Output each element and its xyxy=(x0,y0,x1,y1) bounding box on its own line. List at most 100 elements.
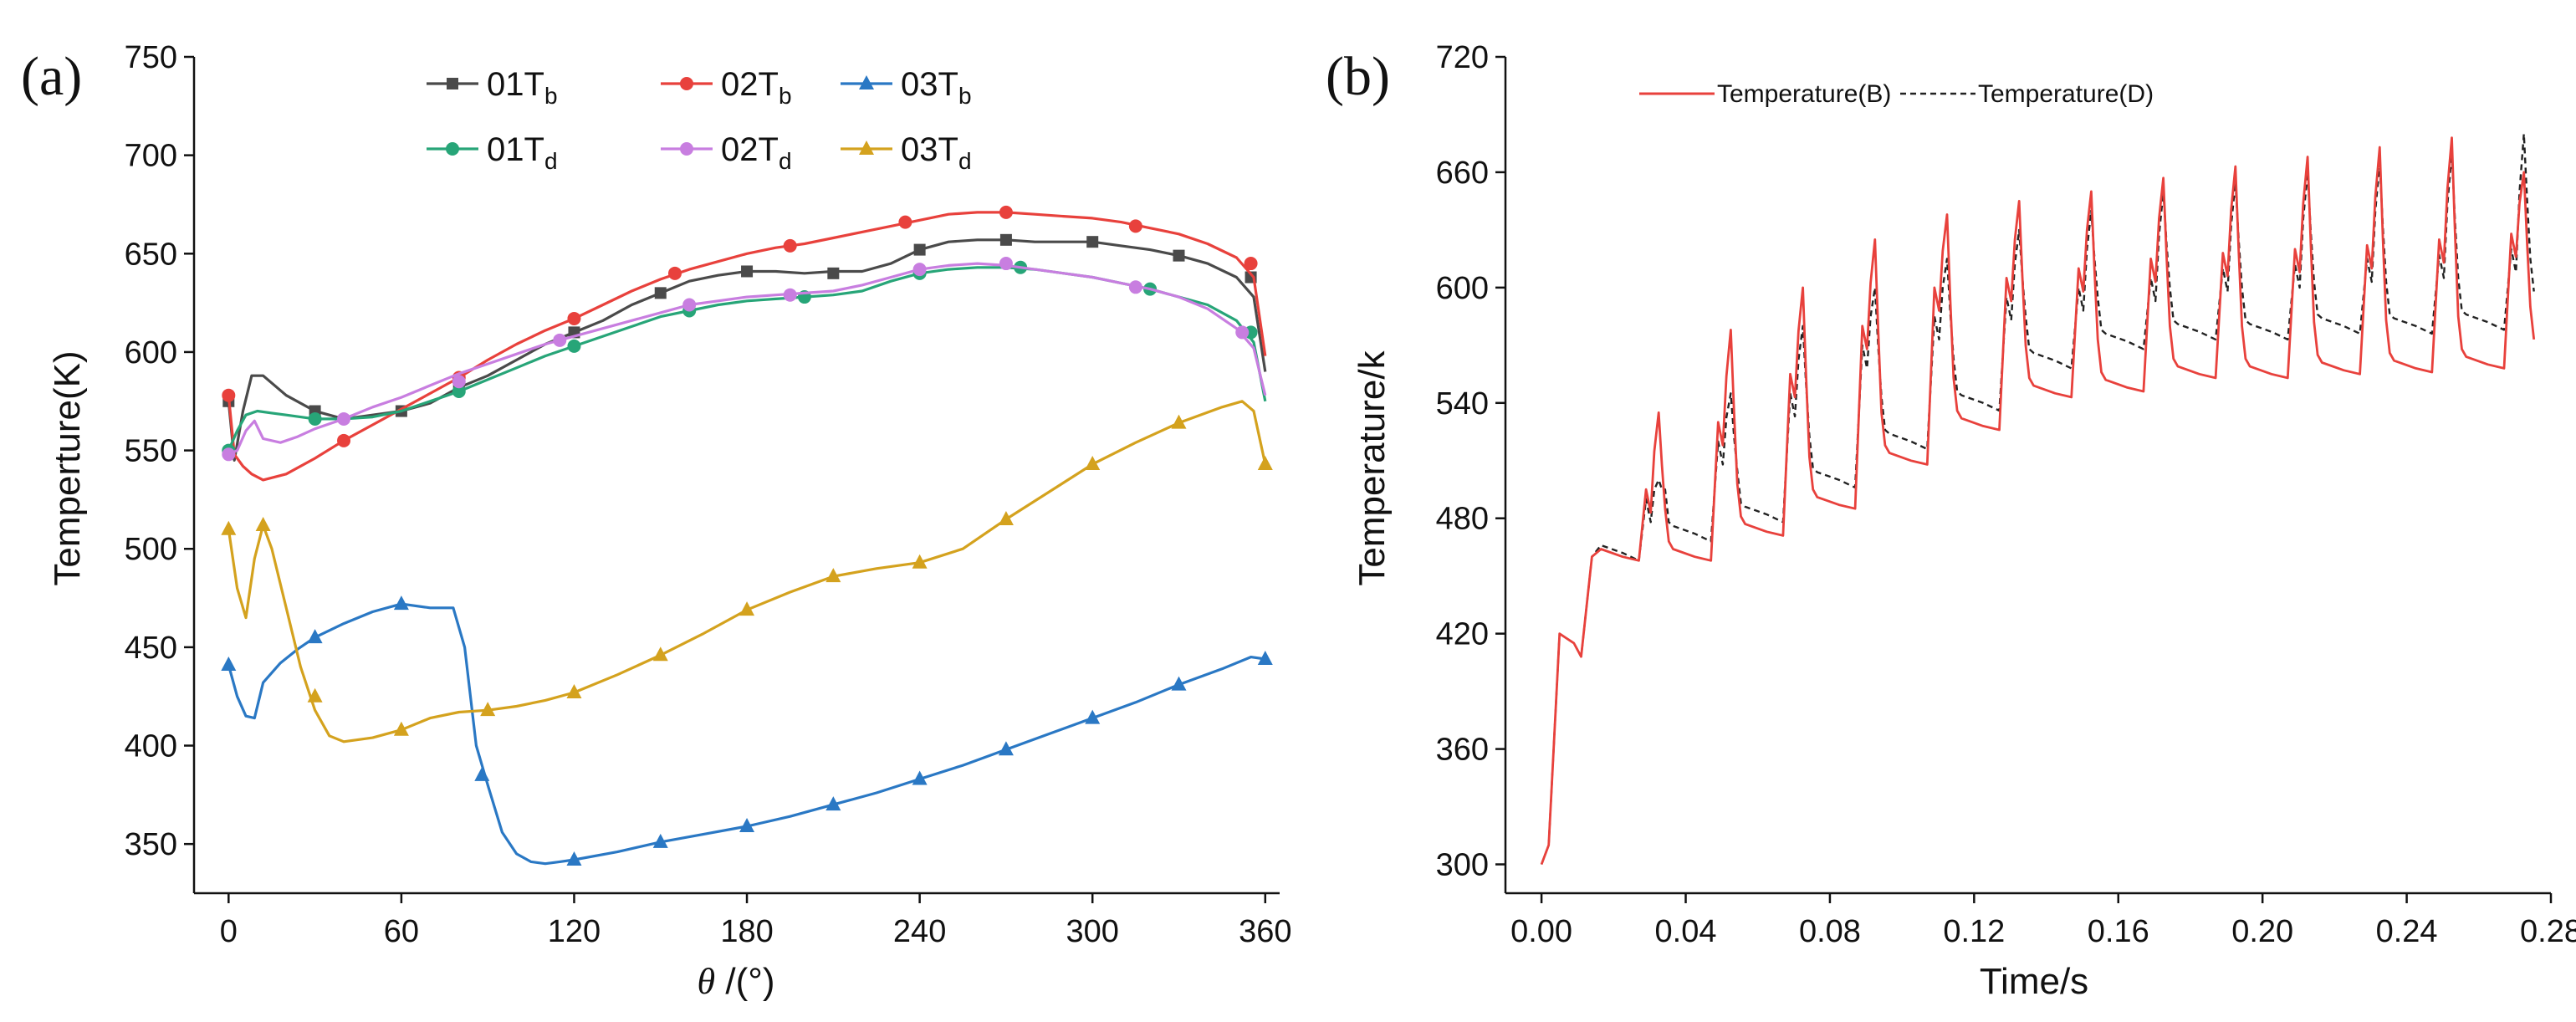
data-point-02Td xyxy=(337,411,351,426)
panel-a-axes xyxy=(192,57,1280,895)
legend-label-subscript: b xyxy=(544,83,558,109)
panel-b-x-tick-label: 0.28 xyxy=(2520,914,2576,949)
panel-b-y-tick-label: 600 xyxy=(1436,271,1489,306)
series-line-03Tb xyxy=(227,602,1266,866)
legend-label: Temperature(D) xyxy=(1978,80,2154,108)
legend-label: 02Tb xyxy=(721,66,792,109)
panel-a-y-tick-label: 400 xyxy=(125,729,177,764)
panel-a-y-tick-label: 700 xyxy=(125,139,177,174)
legend-label-subscript: d xyxy=(779,148,792,174)
data-point-03Tb xyxy=(652,833,668,848)
legend-label: Temperature(B) xyxy=(1717,80,1891,108)
data-point-03Tb xyxy=(739,818,755,832)
panel-a-y-tick-label: 650 xyxy=(125,237,177,272)
legend-marker xyxy=(859,141,874,155)
data-point-03Tb xyxy=(912,770,928,785)
panel-b-y-axis-title: Temperature/k xyxy=(1352,350,1393,585)
legend-entry-Temperature(D): Temperature(D) xyxy=(1900,80,2154,108)
panel-a-x-tick-label: 180 xyxy=(720,914,773,949)
panel-a-x-tick-label: 60 xyxy=(384,914,419,949)
legend-entry-Temperature(B): Temperature(B) xyxy=(1639,80,1891,108)
data-point-02Tb xyxy=(999,205,1013,219)
data-point-03Td xyxy=(221,520,237,535)
legend-label-subscript: b xyxy=(779,83,792,109)
data-point-03Tb xyxy=(1085,709,1101,724)
data-point-01Td xyxy=(452,385,466,398)
legend-label-subscript: b xyxy=(958,83,972,109)
data-point-03Td xyxy=(1171,414,1187,429)
data-point-01Tb xyxy=(999,233,1012,246)
data-point-03Td xyxy=(739,601,755,616)
data-point-03Tb xyxy=(1257,651,1273,665)
panel-a-series xyxy=(221,205,1273,866)
data-point-03Td xyxy=(825,568,841,583)
legend-marker xyxy=(859,75,874,89)
series-03Tb xyxy=(221,595,1273,866)
data-point-03Td xyxy=(393,721,409,736)
panel-b-chart: (b) 300 360 420 480 540 600 660 720 0.00 0.04 0.08… xyxy=(1326,40,2576,1002)
data-point-02Td xyxy=(999,257,1013,271)
data-point-01Tb xyxy=(741,265,754,278)
data-point-02Td xyxy=(553,333,567,347)
series-02Tb xyxy=(222,205,1267,482)
data-point-02Td xyxy=(1128,280,1142,294)
panel-a-chart: (a) 350 400 450 500 550 600 650 700 750 0 60 120 180… xyxy=(21,40,1291,1002)
legend-label-main: 02T xyxy=(721,131,779,168)
panel-a-x-tick-label: 240 xyxy=(893,914,946,949)
data-point-02Tb xyxy=(337,433,351,447)
data-point-03Td xyxy=(566,684,582,698)
data-point-01Tb xyxy=(913,243,926,256)
panel-a-x-axis-unit: /(°) xyxy=(715,961,774,1002)
legend-label-main: 01T xyxy=(487,66,544,103)
legend-marker xyxy=(446,142,459,156)
series-line-Temperature(D) xyxy=(1540,132,2535,865)
legend-entry-02Tb: 02Tb xyxy=(661,66,792,109)
legend-label: 03Tb xyxy=(901,66,972,109)
panel-b-letter: (b) xyxy=(1326,46,1390,107)
data-point-03Tb xyxy=(998,741,1014,756)
legend-label-main: 03T xyxy=(901,66,958,103)
data-point-03Td xyxy=(998,510,1014,525)
legend-entry-01Tb: 01Tb xyxy=(427,66,558,109)
panel-a-x-tick-label: 300 xyxy=(1066,914,1119,949)
data-point-03Tb xyxy=(566,851,582,866)
data-point-03Td xyxy=(480,702,496,717)
panel-b-legend: Temperature(B) Temperature(D) xyxy=(1639,80,2154,108)
data-point-02Tb xyxy=(1244,257,1258,271)
panel-b-y-tick-label: 360 xyxy=(1436,733,1489,768)
series-line-02Td xyxy=(227,262,1267,456)
panel-a-y-tick-label: 750 xyxy=(125,40,177,75)
series-line-01Tb xyxy=(227,238,1267,462)
legend-label-subscript: d xyxy=(958,148,972,174)
data-point-03Tb xyxy=(825,796,841,811)
series-line-03Td xyxy=(227,400,1267,744)
panel-a-x-tick-label: 360 xyxy=(1239,914,1291,949)
panel-a-y-tick-label: 350 xyxy=(125,827,177,862)
data-point-01Tb xyxy=(1086,236,1099,248)
legend-label-subscript: d xyxy=(544,148,558,174)
series-01Tb xyxy=(222,233,1267,462)
panel-b-y-tick-label: 720 xyxy=(1436,40,1489,75)
panel-a-x-tick-label: 120 xyxy=(548,914,601,949)
panel-b-x-tick-label: 0.12 xyxy=(1943,914,2005,949)
legend-label-main: 01T xyxy=(487,131,544,168)
data-point-02Td xyxy=(1235,325,1250,340)
legend-marker xyxy=(680,77,693,90)
legend-label: 02Td xyxy=(721,131,792,174)
data-point-03Td xyxy=(652,646,668,662)
data-point-03Tb xyxy=(221,657,237,672)
panel-a-x-axis-title: θ /(°) xyxy=(698,961,775,1002)
panel-a-letter: (a) xyxy=(21,46,82,107)
data-point-03Tb xyxy=(1171,676,1187,691)
panel-a-y-tick-label: 500 xyxy=(125,532,177,567)
data-point-02Td xyxy=(222,447,236,462)
panel-b-ticks: 300 360 420 480 540 600 660 720 0.00 0.04 0.08 0.12… xyxy=(1436,40,2576,949)
panel-b-y-tick-label: 420 xyxy=(1436,617,1489,652)
panel-a-x-axis-symbol: θ xyxy=(698,961,716,1002)
data-point-02Td xyxy=(452,375,466,389)
legend-label-main: 03T xyxy=(901,131,958,168)
data-point-02Td xyxy=(912,263,927,277)
data-point-02Tb xyxy=(567,311,581,325)
series-02Td xyxy=(222,257,1267,462)
data-point-02Td xyxy=(783,288,797,302)
